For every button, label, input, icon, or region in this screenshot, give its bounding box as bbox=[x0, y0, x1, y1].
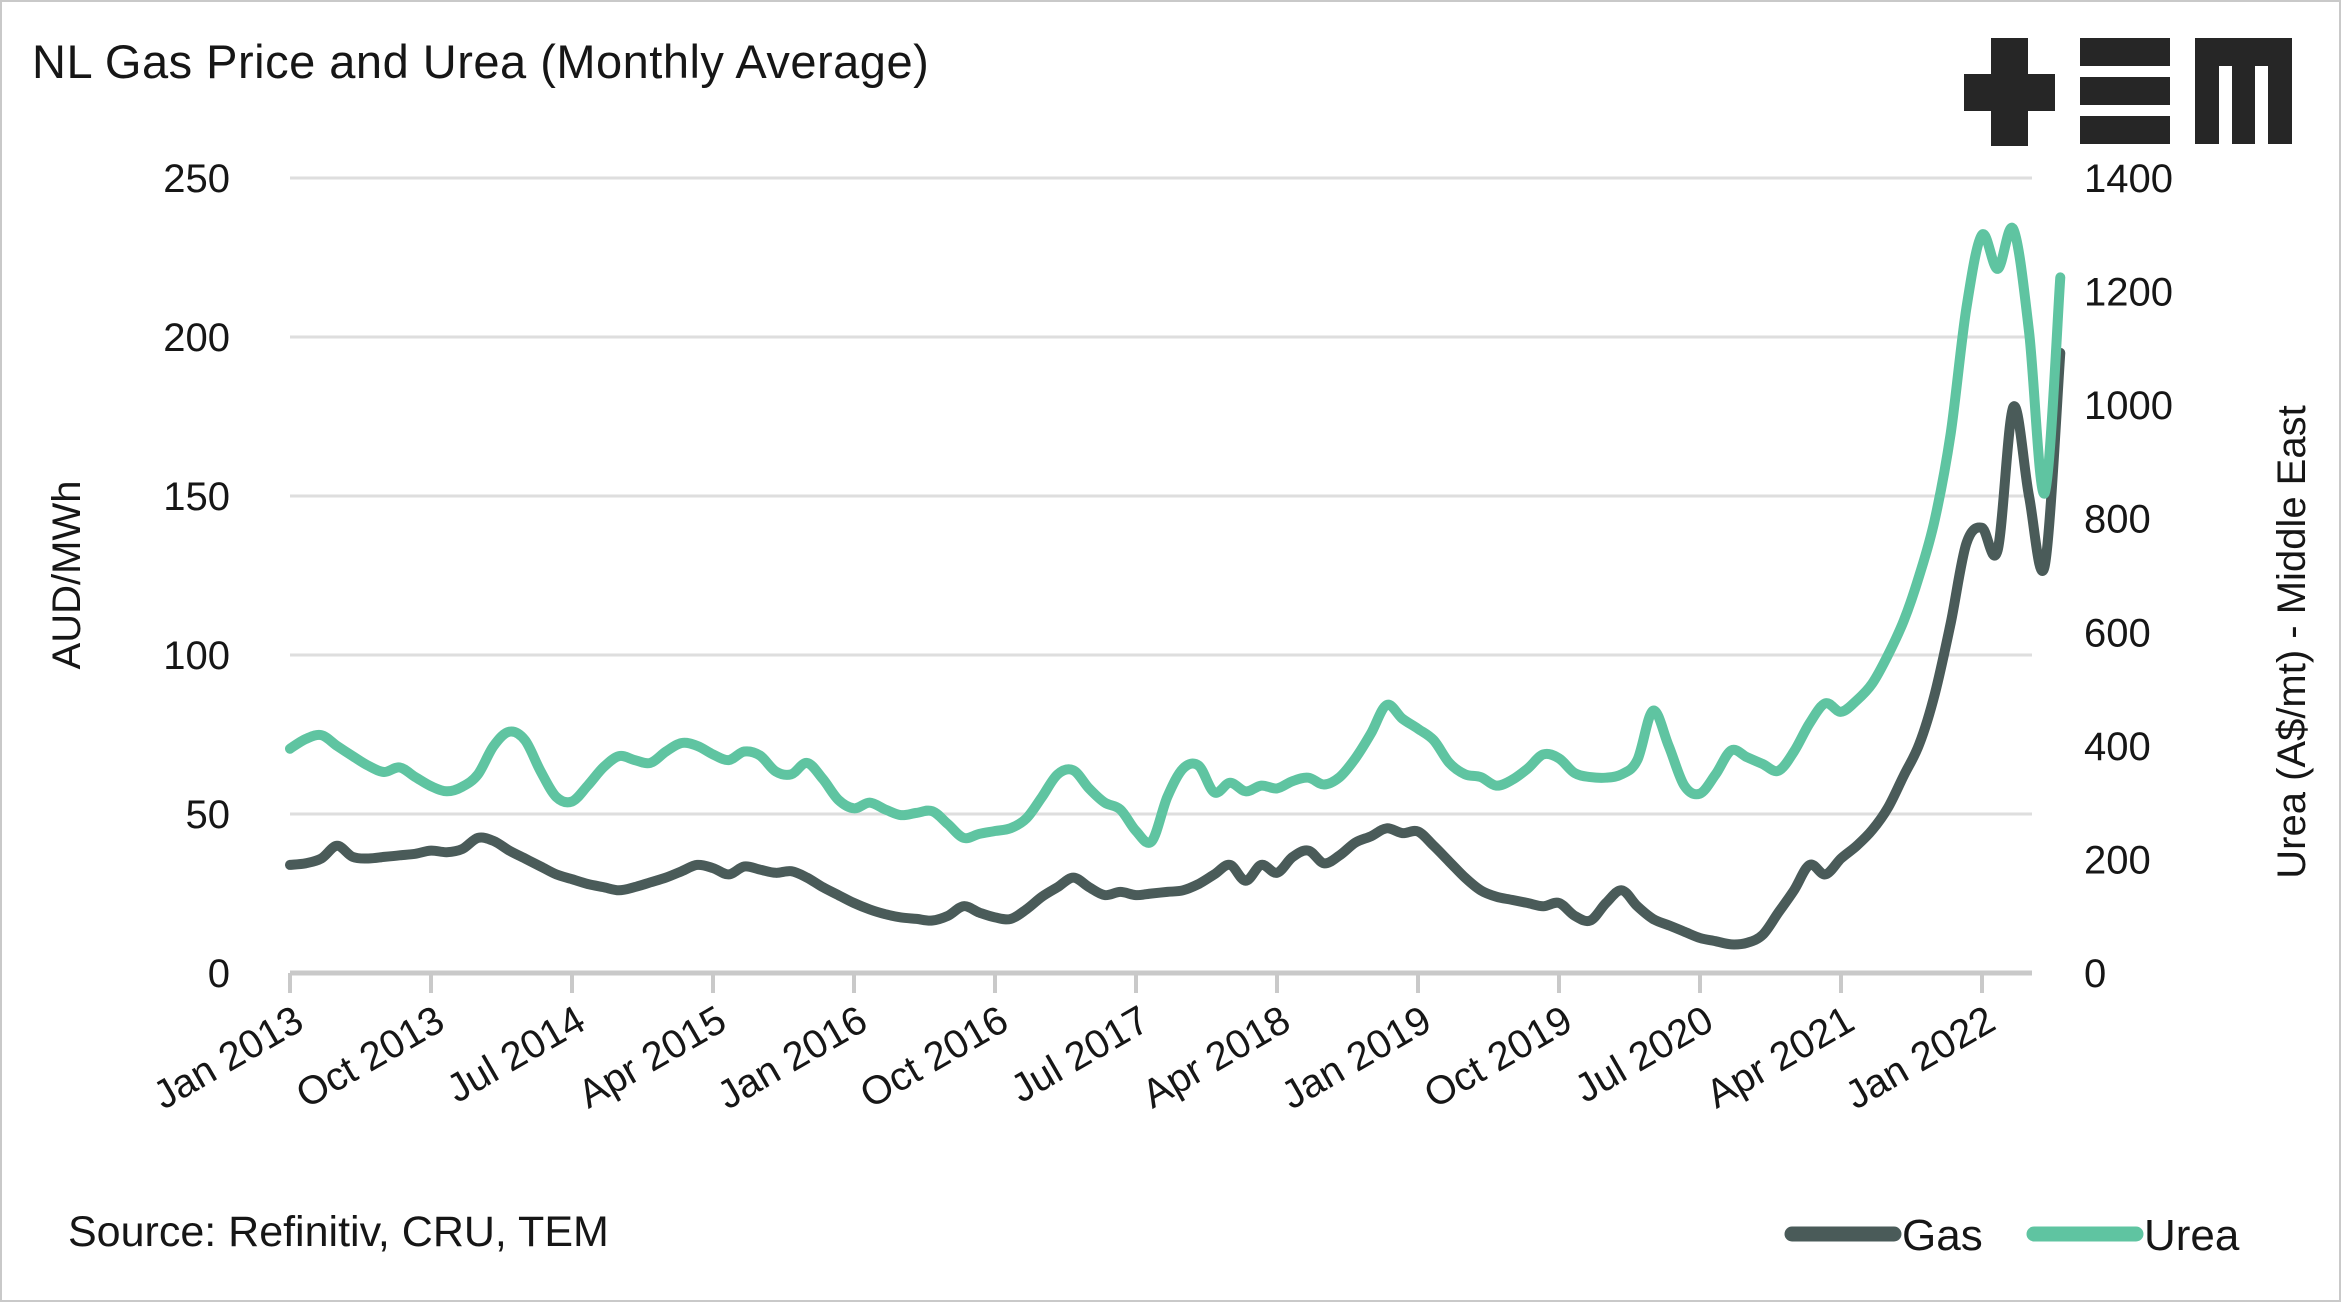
y-axis-right-labels: 1400 1200 1000 800 600 400 200 0 bbox=[2084, 157, 2173, 996]
x-tick-label: Jan 2022 bbox=[1838, 998, 2003, 1118]
y-tick-label-left: 0 bbox=[208, 952, 230, 996]
x-tick-label: Apr 2021 bbox=[1699, 998, 1862, 1117]
y-tick-label-right: 1000 bbox=[2084, 384, 2173, 428]
legend-urea-label: Urea bbox=[2144, 1211, 2240, 1260]
y-tick-label-left: 250 bbox=[163, 157, 230, 201]
y-tick-label-right: 200 bbox=[2084, 838, 2151, 882]
y-tick-label-left: 100 bbox=[163, 634, 230, 678]
y-tick-label-right: 1200 bbox=[2084, 271, 2173, 315]
gridlines bbox=[290, 176, 2032, 816]
logo-m-icon bbox=[2195, 38, 2219, 144]
series-lines bbox=[285, 222, 2066, 950]
x-tick-label: Jan 2019 bbox=[1274, 998, 1439, 1118]
chart-title: NL Gas Price and Urea (Monthly Average) bbox=[32, 35, 930, 88]
x-tick-label: Oct 2016 bbox=[853, 998, 1016, 1117]
logo-bars-icon bbox=[2080, 38, 2170, 66]
x-tick-label: Jul 2017 bbox=[1004, 998, 1157, 1112]
y-tick-label-left: 50 bbox=[186, 793, 231, 837]
logo-m-icon bbox=[2232, 38, 2255, 144]
logo-plus-icon bbox=[1964, 74, 2055, 111]
legend-gas-label: Gas bbox=[1902, 1211, 1983, 1260]
x-tick-label: Jan 2016 bbox=[710, 998, 875, 1118]
y-axis-left-labels: 250 200 150 100 50 0 bbox=[163, 157, 230, 996]
x-tick-label: Apr 2018 bbox=[1135, 998, 1298, 1117]
x-tick-label: Oct 2019 bbox=[1417, 998, 1580, 1117]
y-tick-label-right: 0 bbox=[2084, 952, 2106, 996]
logo-bars-icon bbox=[2080, 116, 2170, 144]
x-tick-label: Jan 2013 bbox=[146, 998, 311, 1118]
y-tick-label-right: 800 bbox=[2084, 498, 2151, 542]
y-tick-label-right: 1400 bbox=[2084, 157, 2173, 201]
right-axis-title: Urea (A$/mt) - Middle East bbox=[2270, 405, 2314, 878]
series-line-urea bbox=[285, 222, 2066, 848]
y-tick-label-right: 600 bbox=[2084, 611, 2151, 655]
logo-m-icon bbox=[2268, 38, 2292, 144]
x-tick-label: Apr 2015 bbox=[571, 998, 734, 1117]
source-note: Source: Refinitiv, CRU, TEM bbox=[68, 1208, 609, 1256]
tem-logo bbox=[1964, 38, 2292, 146]
x-axis bbox=[288, 970, 2032, 993]
logo-bars-icon bbox=[2080, 77, 2170, 105]
series-line-gas bbox=[285, 347, 2066, 950]
x-tick-label: Oct 2013 bbox=[289, 998, 452, 1117]
y-tick-label-right: 400 bbox=[2084, 725, 2151, 769]
x-tick-label: Jul 2014 bbox=[440, 998, 593, 1112]
y-tick-label-left: 150 bbox=[163, 475, 230, 519]
left-axis-title: AUD/MWh bbox=[45, 481, 89, 670]
y-tick-label-left: 200 bbox=[163, 316, 230, 360]
legend: Gas Urea bbox=[1784, 1211, 2240, 1260]
x-tick-label: Jul 2020 bbox=[1568, 998, 1721, 1112]
